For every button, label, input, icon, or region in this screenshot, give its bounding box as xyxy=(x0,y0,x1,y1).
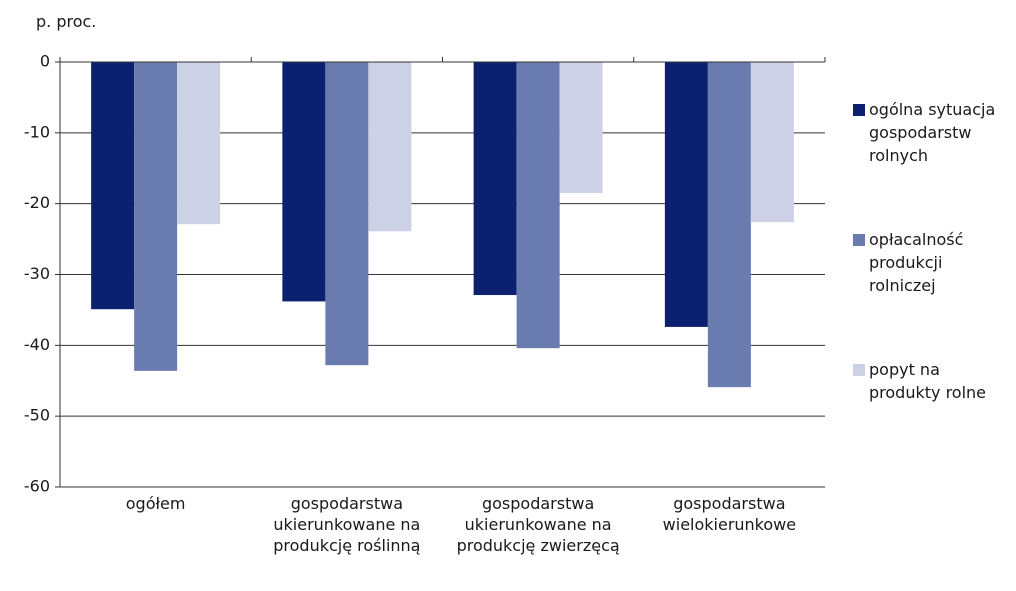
legend-label: ogólna sytuacja gospodarstw rolnych xyxy=(869,100,996,165)
x-tick-label: gospodarstwa wielokierunkowe xyxy=(662,494,797,534)
bar xyxy=(282,62,326,302)
bar xyxy=(473,62,517,296)
bar xyxy=(559,62,603,194)
bar xyxy=(325,62,369,366)
legend-swatch xyxy=(853,234,865,246)
y-tick-label: 0 xyxy=(40,52,50,71)
x-tick-label: gospodarstwa ukierunkowane na produkcję … xyxy=(273,494,421,555)
y-tick-label: -20 xyxy=(24,193,50,212)
bar xyxy=(664,62,708,327)
y-tick-label: -30 xyxy=(24,264,50,283)
bar xyxy=(707,62,751,388)
legend-label: opłacalność produkcji rolniczej xyxy=(869,230,964,295)
y-tick-label: -40 xyxy=(24,335,50,354)
x-tick-label: ogółem xyxy=(125,494,186,513)
bar xyxy=(516,62,560,349)
y-axis-label: p. proc. xyxy=(36,12,97,31)
bar xyxy=(134,62,178,371)
bar xyxy=(368,62,412,232)
bar xyxy=(91,62,135,310)
legend-label: popyt na produkty rolne xyxy=(869,360,987,402)
y-tick-label: -10 xyxy=(24,122,50,141)
legend-swatch xyxy=(853,364,865,376)
y-tick-label: -50 xyxy=(24,406,50,425)
legend-swatch xyxy=(853,104,865,116)
bar xyxy=(750,62,794,223)
x-tick-label: gospodarstwa ukierunkowane na produkcję … xyxy=(456,494,620,555)
y-tick-label: -60 xyxy=(24,477,50,496)
bar xyxy=(177,62,221,225)
